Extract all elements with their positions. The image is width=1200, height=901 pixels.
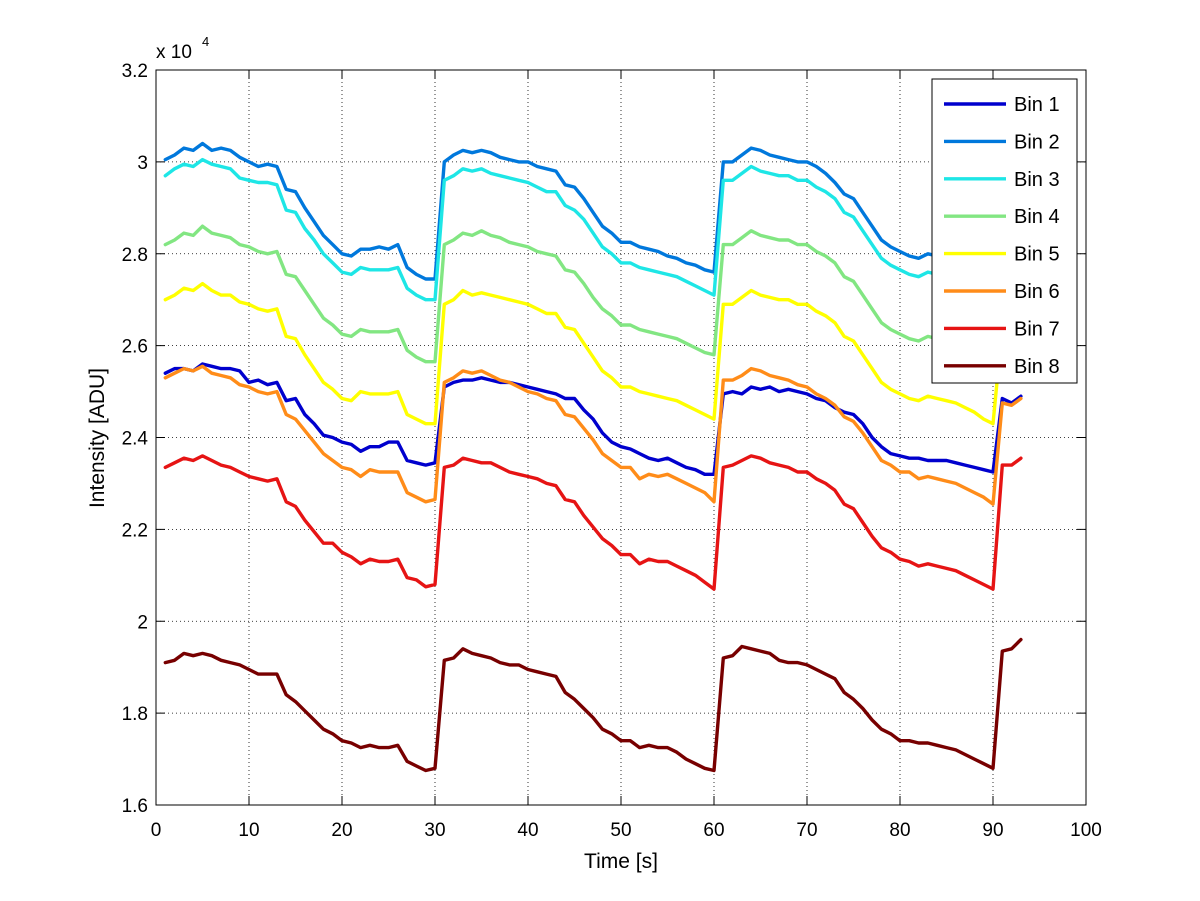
x-tick-label: 20 [331, 820, 352, 841]
y-tick-label: 2.6 [122, 337, 148, 358]
x-tick-labels: 0 10 20 30 40 50 60 70 80 90 100 [151, 820, 1102, 841]
legend-label-bin-3: Bin 3 [1014, 169, 1060, 191]
y-multiplier: x 10 4 [156, 34, 209, 63]
x-tick-label: 80 [889, 820, 910, 841]
x-tick-label: 0 [151, 820, 162, 841]
x-tick-label: 10 [238, 820, 259, 841]
series-line-bin-7 [163, 454, 1023, 591]
legend-label-bin-4: Bin 4 [1014, 206, 1060, 228]
y-tick-label: 2.8 [122, 245, 148, 266]
legend-box [931, 78, 1078, 384]
x-axis-label: Time [s] [584, 850, 658, 873]
x-tick-label: 60 [703, 820, 724, 841]
series-line-bin-3 [163, 157, 1023, 302]
y-multiplier-exponent: 4 [202, 34, 209, 49]
legend-label-bin-8: Bin 8 [1014, 356, 1060, 378]
x-tick-label: 70 [796, 820, 817, 841]
x-tick-label: 100 [1070, 820, 1102, 841]
series-line-bin-8 [163, 637, 1023, 773]
y-axis-label: Intensity [ADU] [86, 368, 109, 508]
y-tick-label: 2 [137, 612, 148, 633]
y-tick-labels: 1.6 1.8 2 2.2 2.4 2.6 2.8 3 3.2 [122, 61, 149, 817]
legend-label-bin-6: Bin 6 [1014, 281, 1060, 303]
y-tick-label: 3 [137, 153, 148, 174]
series-line-bin-2 [163, 141, 1023, 281]
y-tick-label: 1.8 [122, 704, 148, 725]
x-tick-label: 50 [610, 820, 631, 841]
legend-label-bin-7: Bin 7 [1014, 318, 1060, 340]
legend-label-bin-1: Bin 1 [1014, 94, 1060, 116]
x-tick-label: 40 [517, 820, 538, 841]
y-tick-label: 1.6 [122, 796, 148, 817]
y-tick-label: 2.2 [122, 520, 148, 541]
legend-label-bin-5: Bin 5 [1014, 244, 1060, 266]
y-tick-label: 2.4 [122, 429, 149, 450]
x-tick-label: 30 [424, 820, 445, 841]
series-line-bin-5 [163, 281, 1023, 426]
series-lines [163, 141, 1023, 773]
series-line-bin-6 [163, 364, 1023, 506]
y-tick-label: 3.2 [122, 61, 148, 82]
y-multiplier-base: x 10 [156, 42, 192, 63]
series-line-bin-1 [163, 362, 1023, 476]
legend: Bin 1 Bin 2 Bin 3 Bin 4 Bin 5 Bin 6 Bin 7 Bin 8 [931, 78, 1078, 384]
grid-lines [156, 70, 1086, 805]
legend-label-bin-2: Bin 2 [1014, 131, 1060, 153]
x-tick-label: 90 [982, 820, 1003, 841]
axis-ticks [155, 69, 1087, 806]
series-line-bin-4 [163, 224, 1023, 364]
